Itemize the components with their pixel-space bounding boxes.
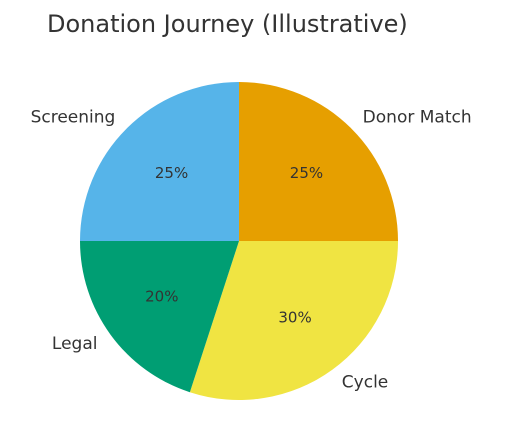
value-label: 25% — [155, 164, 188, 182]
pie-slice — [80, 82, 239, 241]
category-label: Legal — [52, 334, 98, 354]
value-label: 25% — [290, 164, 323, 182]
pie-slice — [189, 241, 398, 400]
chart-title: Donation Journey (Illustrative) — [47, 10, 408, 38]
pie-slice — [80, 241, 239, 393]
value-label: 30% — [278, 309, 311, 327]
value-label: 20% — [145, 288, 178, 306]
category-label: Screening — [31, 107, 116, 127]
pie-slice — [239, 82, 398, 241]
category-label: Cycle — [342, 372, 388, 392]
category-label: Donor Match — [363, 107, 472, 127]
